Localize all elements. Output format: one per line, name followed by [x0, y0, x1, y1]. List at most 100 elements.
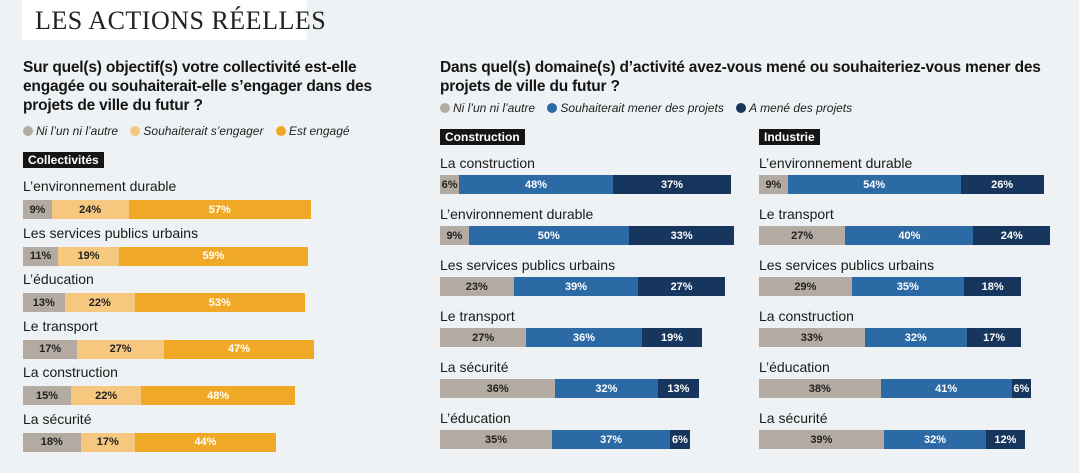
chart-construction: La construction 6% 48% 37% L’environnement d…: [440, 155, 740, 455]
segment-souhaiterait-mener-des-projets: 32%: [864, 328, 967, 347]
bar-l-education: 35% 37% 6%: [440, 430, 690, 449]
segment-souhaiterait-s-engager: 22%: [71, 386, 142, 405]
segment-ni-l-un-ni-l-autre: 27%: [440, 328, 527, 347]
segment-ni-l-un-ni-l-autre: 15%: [23, 386, 71, 405]
row-label-la-securite: La sécurité: [23, 410, 92, 427]
segment-souhaiterait-mener-des-projets: 37%: [552, 430, 671, 449]
segment-souhaiterait-mener-des-projets: 39%: [513, 277, 639, 296]
segment-souhaiterait-mener-des-projets: 40%: [845, 226, 974, 245]
segment-ni-l-un-ni-l-autre: 38%: [759, 379, 881, 398]
left-legend: Ni l’un ni l’autre Souhaiterait s’engage…: [23, 124, 359, 139]
segment-est-engage: 59%: [118, 246, 308, 266]
legend-item-neither: Ni l’un ni l’autre: [23, 124, 118, 138]
legend-item-neither-right: Ni l’un ni l’autre: [440, 101, 535, 115]
bar-la-construction: 15% 22% 48%: [23, 386, 295, 405]
segment-souhaiterait-s-engager: 22%: [64, 293, 135, 312]
legend-label-neither-right: Ni l’un ni l’autre: [453, 101, 536, 115]
segment-a-mene-des-projets: 19%: [641, 328, 703, 347]
segment-souhaiterait-mener-des-projets: 41%: [880, 379, 1012, 398]
segment-est-engage: 44%: [134, 432, 276, 452]
bar-les-services-publics-urbains: 11% 19% 59%: [23, 246, 308, 266]
bar-l-education: 38% 41% 6%: [759, 379, 1031, 398]
bar-la-construction: 33% 32% 17%: [759, 328, 1022, 347]
legend-label-wish-right: Souhaiterait mener des projets: [560, 101, 724, 115]
legend-item-engaged: Est engagé: [275, 124, 350, 138]
legend-label-wish: Souhaiterait s’engager: [143, 124, 264, 138]
page-title: LES ACTIONS RÉELLES: [35, 6, 327, 35]
segment-a-mene-des-projets: 24%: [973, 226, 1051, 245]
segment-souhaiterait-mener-des-projets: 50%: [468, 226, 629, 245]
bar-l-environnement-durable: 9% 54% 26%: [759, 175, 1044, 194]
segment-a-mene-des-projets: 6%: [1011, 379, 1031, 398]
segment-souhaiterait-s-engager: 24%: [51, 200, 129, 219]
segment-ni-l-un-ni-l-autre: 9%: [23, 200, 52, 219]
bar-le-transport: 27% 40% 24%: [759, 226, 1051, 245]
segment-ni-l-un-ni-l-autre: 6%: [440, 175, 460, 194]
segment-est-engage: 48%: [141, 386, 295, 405]
bar-l-environnement-durable: 9% 50% 33%: [440, 226, 735, 245]
row-label-la-construction: La construction: [440, 155, 535, 171]
segment-a-mene-des-projets: 6%: [670, 430, 690, 449]
row-label-la-construction: La construction: [759, 308, 854, 324]
bar-l-environnement-durable: 9% 24% 57%: [23, 200, 311, 219]
legend-swatch-engaged: [275, 126, 286, 136]
segment-ni-l-un-ni-l-autre: 33%: [759, 328, 865, 347]
bar-la-securite: 36% 32% 13%: [440, 379, 700, 398]
segment-souhaiterait-mener-des-projets: 54%: [787, 175, 961, 194]
segment-souhaiterait-mener-des-projets: 32%: [883, 430, 987, 449]
left-question: Sur quel(s) objectif(s) votre collectivi…: [23, 59, 372, 114]
bar-l-education: 13% 22% 53%: [23, 293, 305, 312]
segment-ni-l-un-ni-l-autre: 11%: [23, 246, 59, 266]
segment-souhaiterait-s-engager: 19%: [58, 246, 119, 266]
legend-swatch-wish: [130, 126, 141, 136]
bar-la-construction: 6% 48% 37%: [440, 175, 732, 194]
legend-item-wish-right: Souhaiterait mener des projets: [547, 101, 724, 115]
segment-souhaiterait-mener-des-projets: 36%: [526, 328, 642, 347]
legend-label-engaged: Est engagé: [288, 124, 350, 138]
legend-swatch-wish-right: [547, 103, 558, 113]
row-label-la-construction: La construction: [23, 364, 118, 380]
legend-item-done-right: A mené des projets: [736, 101, 852, 115]
section-tag-industrie: Industrie: [759, 129, 820, 145]
row-label-l-education: L’éducation: [440, 410, 511, 426]
segment-a-mene-des-projets: 18%: [963, 277, 1022, 296]
segment-a-mene-des-projets: 17%: [966, 328, 1022, 347]
bar-le-transport: 17% 27% 47%: [23, 339, 315, 359]
row-label-le-transport: Le transport: [23, 317, 98, 334]
row-label-le-transport: Le transport: [759, 206, 834, 222]
row-label-l-environnement-durable: L’environnement durable: [440, 206, 594, 222]
segment-ni-l-un-ni-l-autre: 9%: [440, 226, 469, 245]
segment-souhaiterait-s-engager: 27%: [77, 339, 164, 359]
segment-est-engage: 57%: [128, 200, 311, 219]
chart-collectivites: L’environnement durable 9% 24% 57% Les servi…: [23, 178, 353, 453]
section-tag-collectivites: Collectivités: [23, 152, 104, 168]
segment-a-mene-des-projets: 37%: [612, 175, 732, 194]
segment-ni-l-un-ni-l-autre: 36%: [440, 379, 556, 398]
segment-ni-l-un-ni-l-autre: 39%: [759, 430, 884, 449]
row-label-le-transport: Le transport: [440, 308, 515, 324]
section-tag-construction: Construction: [440, 129, 525, 145]
segment-souhaiterait-mener-des-projets: 35%: [851, 277, 964, 296]
legend-label-done-right: A mené des projets: [749, 101, 853, 115]
segment-souhaiterait-s-engager: 17%: [80, 432, 135, 452]
segment-a-mene-des-projets: 27%: [638, 277, 725, 296]
segment-est-engage: 47%: [163, 339, 315, 359]
row-label-l-education: L’éducation: [759, 359, 830, 375]
chart-industrie: L’environnement durable 9% 54% 26% Le transp…: [759, 155, 1059, 455]
segment-a-mene-des-projets: 13%: [657, 379, 700, 398]
bar-les-services-publics-urbains: 23% 39% 27%: [440, 277, 725, 296]
row-label-les-services-publics-urbains: Les services publics urbains: [23, 224, 199, 241]
row-label-la-securite: La sécurité: [759, 410, 828, 426]
legend-label-neither: Ni l’un ni l’autre: [36, 124, 119, 138]
segment-ni-l-un-ni-l-autre: 13%: [23, 293, 65, 312]
segment-souhaiterait-mener-des-projets: 32%: [555, 379, 658, 398]
row-label-les-services-publics-urbains: Les services publics urbains: [759, 257, 935, 273]
row-label-l-education: L’éducation: [23, 271, 94, 287]
legend-swatch-neither: [23, 126, 33, 136]
legend-item-wish: Souhaiterait s’engager: [130, 124, 263, 138]
right-legend: Ni l’un ni l’autre Souhaiterait mener de…: [440, 101, 861, 116]
segment-a-mene-des-projets: 26%: [960, 175, 1044, 194]
segment-ni-l-un-ni-l-autre: 23%: [440, 277, 514, 296]
row-label-l-environnement-durable: L’environnement durable: [759, 155, 913, 171]
bar-le-transport: 27% 36% 19%: [440, 328, 703, 347]
